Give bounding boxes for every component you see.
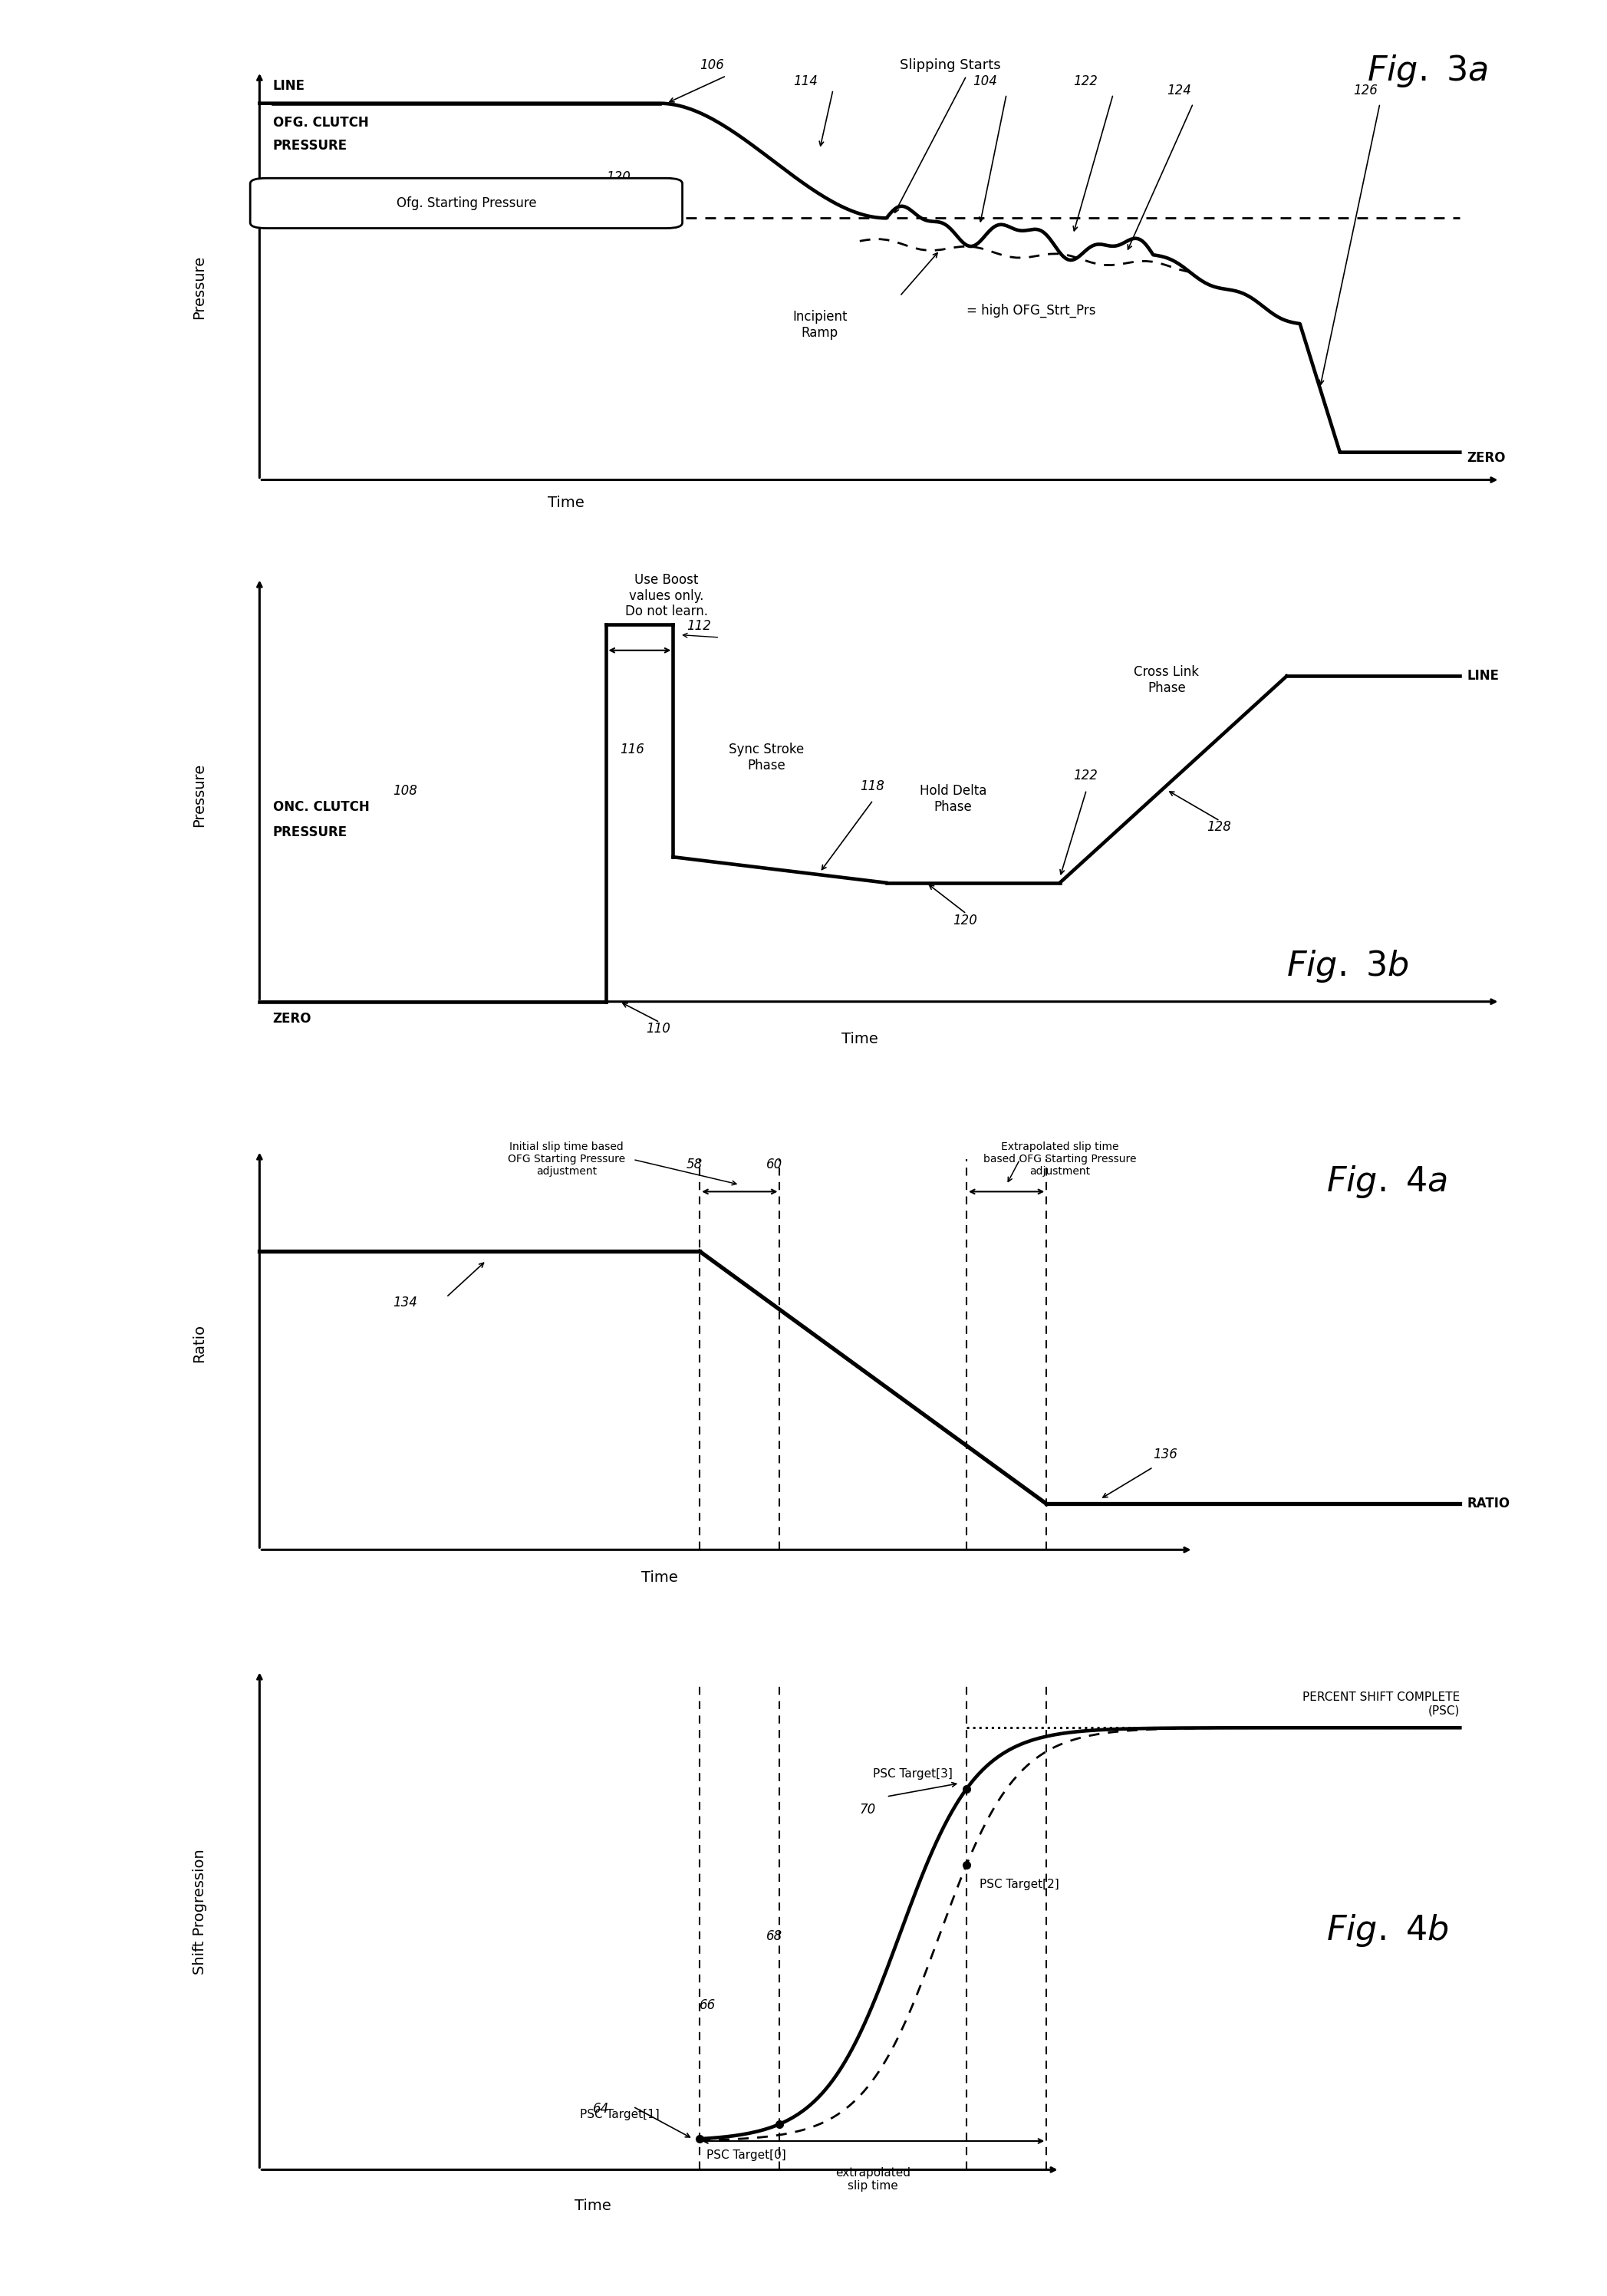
Text: Hold Delta
Phase: Hold Delta Phase (919, 783, 987, 813)
Text: ZERO: ZERO (1467, 450, 1506, 464)
Text: Ratio: Ratio (193, 1325, 207, 1362)
Text: 122: 122 (1073, 73, 1098, 87)
Text: 136: 136 (1154, 1446, 1178, 1460)
Text: PRESSURE: PRESSURE (273, 827, 347, 840)
Text: LINE: LINE (273, 78, 305, 92)
Text: Time: Time (548, 496, 585, 510)
Text: 66: 66 (699, 1998, 717, 2011)
Text: Time: Time (575, 2197, 611, 2213)
Text: PSC Target[0]: PSC Target[0] (707, 2149, 786, 2161)
Text: Pressure: Pressure (193, 762, 207, 827)
Text: extrapolated
slip time: extrapolated slip time (836, 2167, 911, 2193)
Text: 122: 122 (1073, 769, 1098, 783)
Text: PSC Target[2]: PSC Target[2] (980, 1878, 1059, 1890)
Text: Time: Time (842, 1031, 877, 1047)
Text: Shift Progression: Shift Progression (193, 1848, 207, 1975)
Text: Ofg. Starting Pressure: Ofg. Starting Pressure (397, 197, 537, 211)
Text: Extrapolated slip time
based OFG Starting Pressure
adjustment: Extrapolated slip time based OFG Startin… (983, 1141, 1136, 1178)
Text: $\mathit{Fig.\ 4a}$: $\mathit{Fig.\ 4a}$ (1327, 1164, 1448, 1201)
Text: Cross Link
Phase: Cross Link Phase (1135, 666, 1199, 696)
Text: 128: 128 (1207, 820, 1231, 833)
Text: 114: 114 (794, 73, 818, 87)
Text: Incipient
Ramp: Incipient Ramp (792, 310, 847, 340)
Text: 120: 120 (953, 914, 977, 928)
Text: 126: 126 (1353, 83, 1377, 96)
Text: 112: 112 (686, 620, 710, 634)
Text: $\mathit{Fig.\ 3b}$: $\mathit{Fig.\ 3b}$ (1287, 948, 1409, 985)
Text: Initial slip time based
OFG Starting Pressure
adjustment: Initial slip time based OFG Starting Pre… (508, 1141, 625, 1178)
Text: Pressure: Pressure (193, 255, 207, 319)
Text: 68: 68 (767, 1929, 783, 1942)
Text: Time: Time (641, 1570, 678, 1584)
Text: PRESSURE: PRESSURE (273, 138, 347, 152)
Text: $\mathit{Fig.\ 4b}$: $\mathit{Fig.\ 4b}$ (1327, 1913, 1450, 1949)
Text: 116: 116 (620, 744, 644, 758)
Text: Slipping Starts: Slipping Starts (900, 57, 1001, 71)
Text: Sync Stroke
Phase: Sync Stroke Phase (728, 742, 804, 771)
Text: LINE: LINE (1467, 668, 1499, 684)
Text: OFG. CLUTCH: OFG. CLUTCH (273, 115, 368, 129)
Text: RATIO: RATIO (1467, 1497, 1509, 1511)
Text: PSC Target[3]: PSC Target[3] (873, 1768, 953, 1779)
Text: 64: 64 (593, 2101, 609, 2115)
Text: Use Boost
values only.
Do not learn.: Use Boost values only. Do not learn. (625, 572, 707, 618)
Text: 134: 134 (392, 1295, 418, 1309)
Text: 110: 110 (646, 1022, 670, 1035)
Text: PERCENT SHIFT COMPLETE
(PSC): PERCENT SHIFT COMPLETE (PSC) (1303, 1692, 1459, 1715)
Text: ONC. CLUTCH: ONC. CLUTCH (273, 799, 370, 813)
Text: 60: 60 (767, 1157, 783, 1171)
Text: 104: 104 (974, 73, 998, 87)
Text: PSC Target[1]: PSC Target[1] (580, 2110, 659, 2122)
FancyBboxPatch shape (251, 179, 683, 227)
Text: $\mathit{Fig.\ 3a}$: $\mathit{Fig.\ 3a}$ (1366, 53, 1488, 90)
Text: 120: 120 (606, 170, 632, 184)
Text: 70: 70 (860, 1802, 876, 1816)
Text: 124: 124 (1167, 83, 1191, 96)
Text: ZERO: ZERO (273, 1013, 312, 1026)
Text: = high OFG_Strt_Prs: = high OFG_Strt_Prs (966, 303, 1096, 317)
Text: 106: 106 (699, 57, 725, 71)
Text: 58: 58 (686, 1157, 702, 1171)
Text: 118: 118 (860, 778, 884, 792)
Text: 108: 108 (392, 785, 418, 799)
